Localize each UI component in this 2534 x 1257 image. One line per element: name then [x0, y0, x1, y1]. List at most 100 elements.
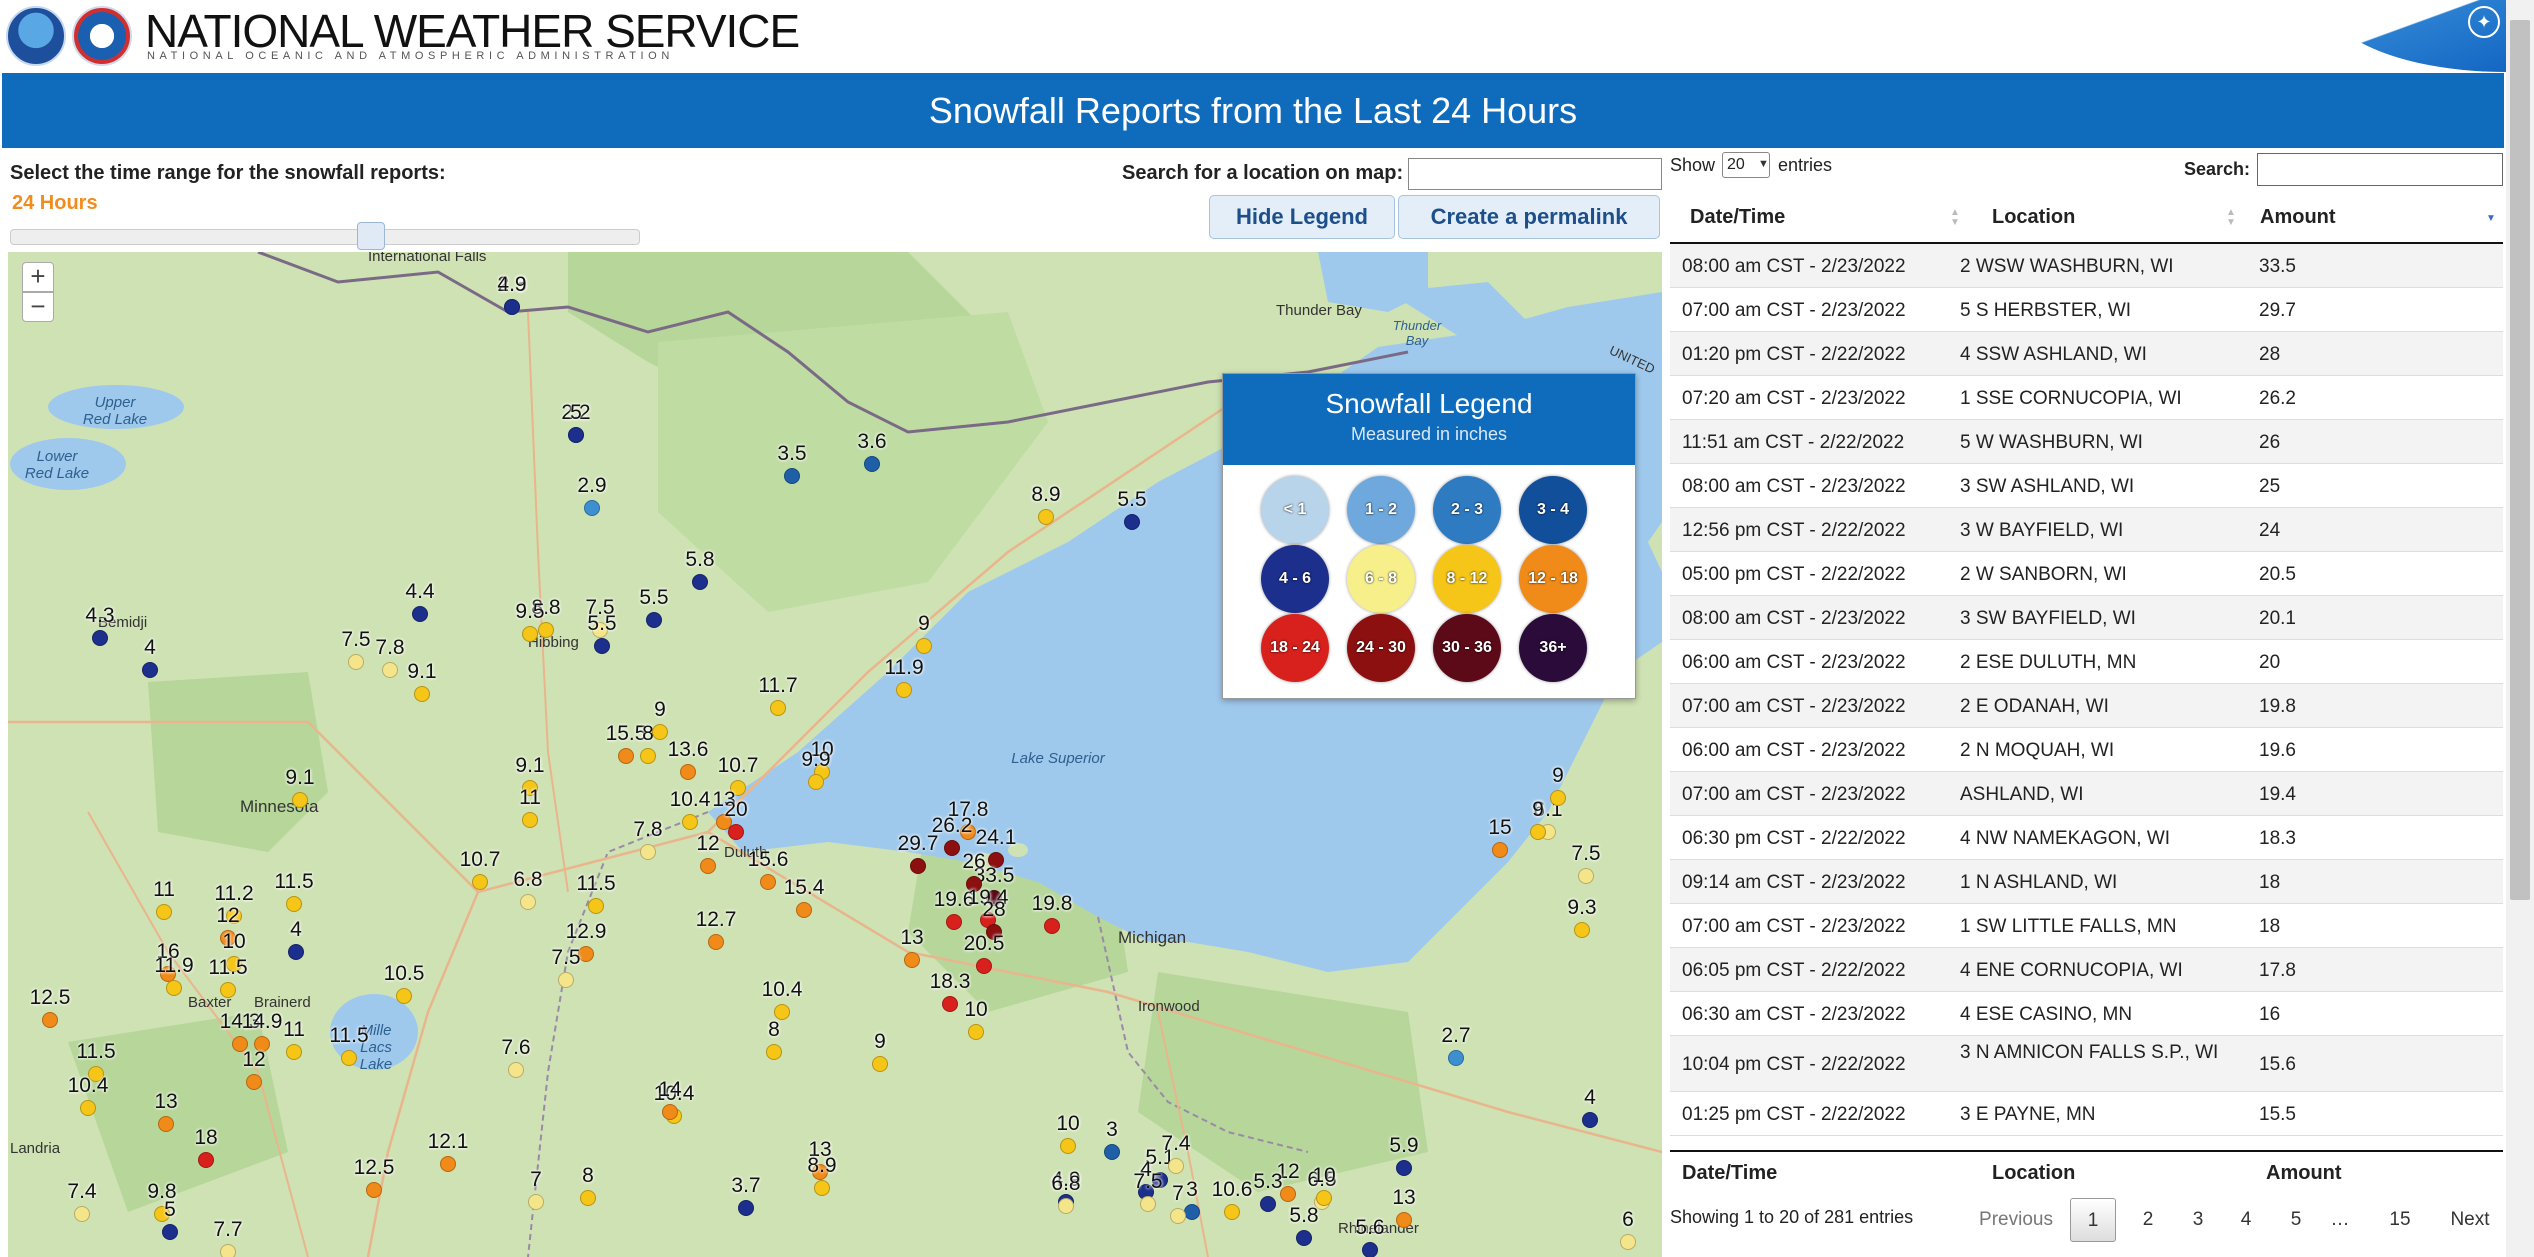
table-row[interactable]: 07:00 am CST - 2/23/2022 2 E ODANAH, WI 19…: [1670, 684, 2503, 728]
report-marker[interactable]: [910, 858, 926, 874]
report-marker[interactable]: [522, 812, 538, 828]
page-3[interactable]: 3: [2192, 1209, 2204, 1230]
table-search-input[interactable]: [2257, 153, 2503, 186]
table-row[interactable]: 11:51 am CST - 2/22/2022 5 W WASHBURN, WI…: [1670, 420, 2503, 464]
report-marker[interactable]: [766, 1044, 782, 1060]
report-marker[interactable]: [986, 924, 1002, 940]
report-marker[interactable]: [796, 902, 812, 918]
report-marker[interactable]: [1152, 1172, 1168, 1188]
report-marker[interactable]: [652, 724, 668, 740]
report-marker[interactable]: [246, 1074, 262, 1090]
report-marker[interactable]: [812, 1164, 828, 1180]
table-row[interactable]: 07:20 am CST - 2/23/2022 1 SSE CORNUCOPIA…: [1670, 376, 2503, 420]
report-marker[interactable]: [708, 934, 724, 950]
page-scrollbar[interactable]: [2506, 0, 2534, 1257]
page-15[interactable]: 15: [2389, 1209, 2411, 1230]
report-marker[interactable]: [1280, 1186, 1296, 1202]
report-marker[interactable]: [232, 1036, 248, 1052]
report-marker[interactable]: [1396, 1212, 1412, 1228]
report-marker[interactable]: [1038, 509, 1054, 525]
table-row[interactable]: 07:00 am CST - 2/23/2022 5 S HERBSTER, WI…: [1670, 288, 2503, 332]
table-row[interactable]: 06:00 am CST - 2/23/2022 2 N MOQUAH, WI 19…: [1670, 728, 2503, 772]
report-marker[interactable]: [966, 876, 982, 892]
report-marker[interactable]: [784, 468, 800, 484]
report-marker[interactable]: [864, 456, 880, 472]
report-marker[interactable]: [341, 1050, 357, 1066]
report-marker[interactable]: [162, 1224, 178, 1240]
report-marker[interactable]: [730, 780, 746, 796]
report-marker[interactable]: [522, 780, 538, 796]
report-marker[interactable]: [976, 958, 992, 974]
report-marker[interactable]: [646, 612, 662, 628]
report-marker[interactable]: [1574, 922, 1590, 938]
snowfall-map[interactable]: International Falls Thunder Bay Thunder …: [8, 252, 1662, 1257]
report-marker[interactable]: [198, 1152, 214, 1168]
report-marker[interactable]: [156, 904, 172, 920]
report-marker[interactable]: [960, 824, 976, 840]
report-marker[interactable]: [1578, 868, 1594, 884]
table-row[interactable]: 08:00 am CST - 2/23/2022 3 SW ASHLAND, WI…: [1670, 464, 2503, 508]
report-marker[interactable]: [412, 606, 428, 622]
report-marker[interactable]: [472, 874, 488, 890]
table-row[interactable]: 01:25 pm CST - 2/22/2022 3 E PAYNE, MN 15.…: [1670, 1092, 2503, 1136]
report-marker[interactable]: [220, 930, 236, 946]
report-marker[interactable]: [1058, 1198, 1074, 1214]
report-marker[interactable]: [382, 662, 398, 678]
report-marker[interactable]: [42, 1012, 58, 1028]
scrollbar-thumb[interactable]: [2510, 20, 2530, 900]
report-marker[interactable]: [528, 1194, 544, 1210]
report-marker[interactable]: [220, 1244, 236, 1257]
report-marker[interactable]: [88, 1066, 104, 1082]
report-marker[interactable]: [618, 748, 634, 764]
report-marker[interactable]: [1448, 1050, 1464, 1066]
report-marker[interactable]: [538, 622, 554, 638]
report-marker[interactable]: [584, 500, 600, 516]
report-marker[interactable]: [728, 824, 744, 840]
report-marker[interactable]: [1168, 1158, 1184, 1174]
report-marker[interactable]: [760, 874, 776, 890]
report-marker[interactable]: [154, 1206, 170, 1222]
report-marker[interactable]: [716, 814, 732, 830]
report-marker[interactable]: [578, 946, 594, 962]
report-marker[interactable]: [1296, 1230, 1312, 1246]
report-marker[interactable]: [504, 299, 520, 315]
report-marker[interactable]: [1184, 1204, 1200, 1220]
previous-button[interactable]: Previous: [1979, 1209, 2053, 1230]
page-1[interactable]: 1: [2070, 1198, 2116, 1242]
site-title[interactable]: NATIONAL WEATHER SERVICE: [145, 5, 800, 57]
usa-gov-icon[interactable]: ✦: [2468, 6, 2500, 38]
table-row[interactable]: 08:00 am CST - 2/23/2022 2 WSW WASHBURN, …: [1670, 244, 2503, 288]
report-marker[interactable]: [1550, 790, 1566, 806]
report-marker[interactable]: [594, 638, 610, 654]
report-marker[interactable]: [1170, 1208, 1186, 1224]
table-row[interactable]: 01:20 pm CST - 2/22/2022 4 SSW ASHLAND, W…: [1670, 332, 2503, 376]
report-marker[interactable]: [662, 1104, 678, 1120]
report-marker[interactable]: [522, 626, 538, 642]
report-marker[interactable]: [580, 1190, 596, 1206]
report-marker[interactable]: [1124, 514, 1140, 530]
report-marker[interactable]: [292, 792, 308, 808]
report-marker[interactable]: [904, 952, 920, 968]
zoom-in-button[interactable]: +: [22, 262, 54, 292]
report-marker[interactable]: [588, 898, 604, 914]
report-marker[interactable]: [1582, 1112, 1598, 1128]
report-marker[interactable]: [226, 956, 242, 972]
page-4[interactable]: 4: [2240, 1209, 2252, 1230]
report-marker[interactable]: [520, 894, 536, 910]
report-marker[interactable]: [286, 896, 302, 912]
report-marker[interactable]: [1620, 1234, 1636, 1250]
report-marker[interactable]: [988, 852, 1004, 868]
report-marker[interactable]: [508, 1062, 524, 1078]
time-range-slider[interactable]: [10, 229, 640, 245]
report-marker[interactable]: [1396, 1160, 1412, 1176]
table-row[interactable]: 08:00 am CST - 2/23/2022 3 SW BAYFIELD, W…: [1670, 596, 2503, 640]
report-marker[interactable]: [142, 662, 158, 678]
report-marker[interactable]: [1224, 1204, 1240, 1220]
report-marker[interactable]: [944, 840, 960, 856]
report-marker[interactable]: [1492, 842, 1508, 858]
table-row[interactable]: 12:56 pm CST - 2/22/2022 3 W BAYFIELD, WI…: [1670, 508, 2503, 552]
create-permalink-button[interactable]: Create a permalink: [1398, 195, 1660, 239]
report-marker[interactable]: [682, 814, 698, 830]
table-row[interactable]: 07:00 am CST - 2/23/2022 ASHLAND, WI 19.4: [1670, 772, 2503, 816]
table-row[interactable]: 09:14 am CST - 2/23/2022 1 N ASHLAND, WI 1…: [1670, 860, 2503, 904]
